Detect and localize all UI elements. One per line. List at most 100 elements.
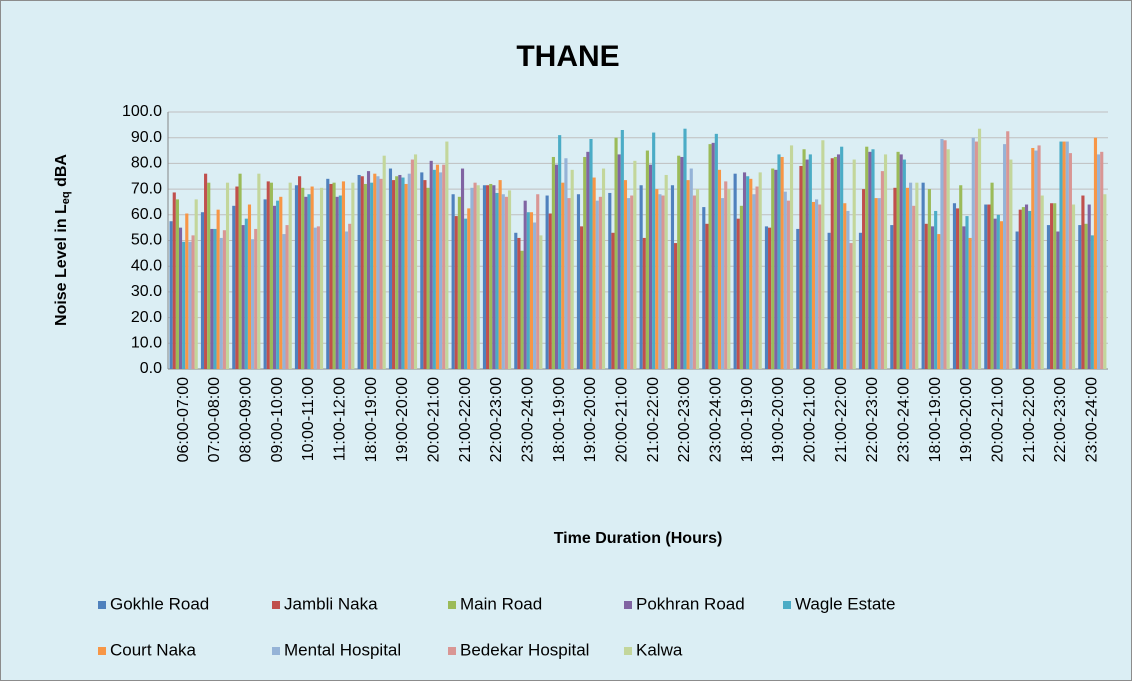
bar bbox=[664, 174, 668, 369]
y-tick-label: 90.0 bbox=[131, 129, 162, 146]
bar bbox=[893, 187, 897, 369]
bar bbox=[1078, 225, 1082, 369]
bar bbox=[241, 225, 245, 369]
bar bbox=[1034, 150, 1038, 369]
bar bbox=[178, 227, 183, 369]
bar bbox=[630, 195, 634, 369]
bar bbox=[852, 159, 856, 369]
x-tick-label: 06:00-07:00 bbox=[175, 377, 192, 463]
bar bbox=[858, 232, 863, 369]
bar bbox=[1081, 195, 1085, 369]
bar bbox=[777, 154, 781, 369]
bar bbox=[924, 223, 928, 369]
bar bbox=[225, 182, 230, 369]
bar bbox=[721, 198, 725, 369]
bar bbox=[207, 182, 211, 369]
bar bbox=[426, 187, 430, 369]
bar bbox=[526, 212, 530, 369]
bar bbox=[175, 199, 179, 369]
bar bbox=[486, 185, 490, 369]
bar bbox=[473, 182, 477, 369]
bar bbox=[868, 151, 872, 369]
x-tick-label: 10:00-11:00 bbox=[300, 377, 317, 461]
bar bbox=[238, 173, 242, 369]
bar bbox=[554, 164, 559, 369]
bar bbox=[1056, 231, 1060, 369]
bar bbox=[1037, 145, 1041, 369]
bar bbox=[332, 182, 336, 369]
bar bbox=[470, 187, 474, 369]
legend-label: Mental Hospital bbox=[284, 640, 401, 659]
bar bbox=[890, 225, 894, 369]
bar bbox=[943, 140, 947, 369]
x-tick-label: 20:00-21:00 bbox=[614, 377, 631, 463]
bar bbox=[896, 151, 900, 369]
bar bbox=[805, 159, 809, 369]
bar bbox=[959, 185, 963, 369]
x-tick-label: 20:00-21:00 bbox=[990, 377, 1007, 463]
bar bbox=[821, 140, 825, 369]
bar bbox=[435, 164, 440, 369]
bar bbox=[363, 183, 367, 369]
bar bbox=[313, 227, 317, 369]
bar bbox=[482, 185, 487, 369]
bar bbox=[915, 182, 919, 369]
bar bbox=[692, 195, 696, 369]
bar bbox=[627, 198, 631, 369]
bar bbox=[235, 186, 239, 369]
bar bbox=[257, 173, 261, 369]
bar bbox=[595, 200, 599, 369]
bar bbox=[1046, 225, 1051, 369]
bar bbox=[182, 241, 186, 369]
bar bbox=[392, 180, 396, 369]
bar bbox=[952, 203, 957, 369]
bar bbox=[476, 185, 480, 369]
bar bbox=[1093, 137, 1098, 369]
bar bbox=[398, 174, 402, 369]
bar bbox=[862, 189, 866, 369]
legend-swatch bbox=[448, 601, 456, 609]
bar bbox=[420, 172, 424, 369]
bar bbox=[301, 187, 305, 369]
bar bbox=[1059, 141, 1063, 369]
bar bbox=[460, 168, 465, 369]
bar bbox=[899, 154, 903, 369]
bar bbox=[580, 226, 584, 369]
bar bbox=[395, 176, 399, 369]
bar bbox=[467, 208, 471, 369]
bar bbox=[811, 201, 816, 369]
bar bbox=[586, 151, 590, 369]
bar bbox=[489, 183, 493, 369]
bar bbox=[711, 142, 715, 369]
bar bbox=[533, 222, 537, 369]
bar bbox=[304, 196, 308, 369]
bar bbox=[404, 183, 408, 369]
x-tick-label: 18:00-19:00 bbox=[739, 377, 756, 463]
bar bbox=[335, 196, 339, 369]
bar bbox=[360, 176, 364, 369]
bar bbox=[263, 199, 267, 369]
bar bbox=[1090, 235, 1094, 369]
bar bbox=[1031, 147, 1035, 369]
bar bbox=[865, 146, 869, 369]
x-tick-label: 21:00-22:00 bbox=[833, 377, 850, 463]
y-tick-label: 60.0 bbox=[131, 206, 162, 223]
bar bbox=[774, 169, 778, 369]
bar bbox=[501, 194, 505, 369]
bar bbox=[366, 171, 371, 369]
bar bbox=[348, 223, 352, 369]
y-tick-label: 100.0 bbox=[122, 103, 162, 120]
x-tick-label: 18:00-19:00 bbox=[551, 377, 568, 463]
y-axis-title: Noise Level in Leq dBA bbox=[53, 154, 72, 326]
bar bbox=[849, 243, 853, 369]
legend-label: Court Naka bbox=[110, 640, 197, 659]
y-axis-title-part: dBA bbox=[53, 154, 70, 192]
bar bbox=[877, 198, 881, 369]
bar bbox=[746, 176, 750, 369]
bar bbox=[294, 185, 299, 369]
bar bbox=[329, 183, 333, 369]
bar bbox=[169, 221, 173, 369]
bar bbox=[768, 227, 772, 369]
bar bbox=[1040, 195, 1044, 369]
x-tick-label: 23:00-24:00 bbox=[896, 377, 913, 463]
